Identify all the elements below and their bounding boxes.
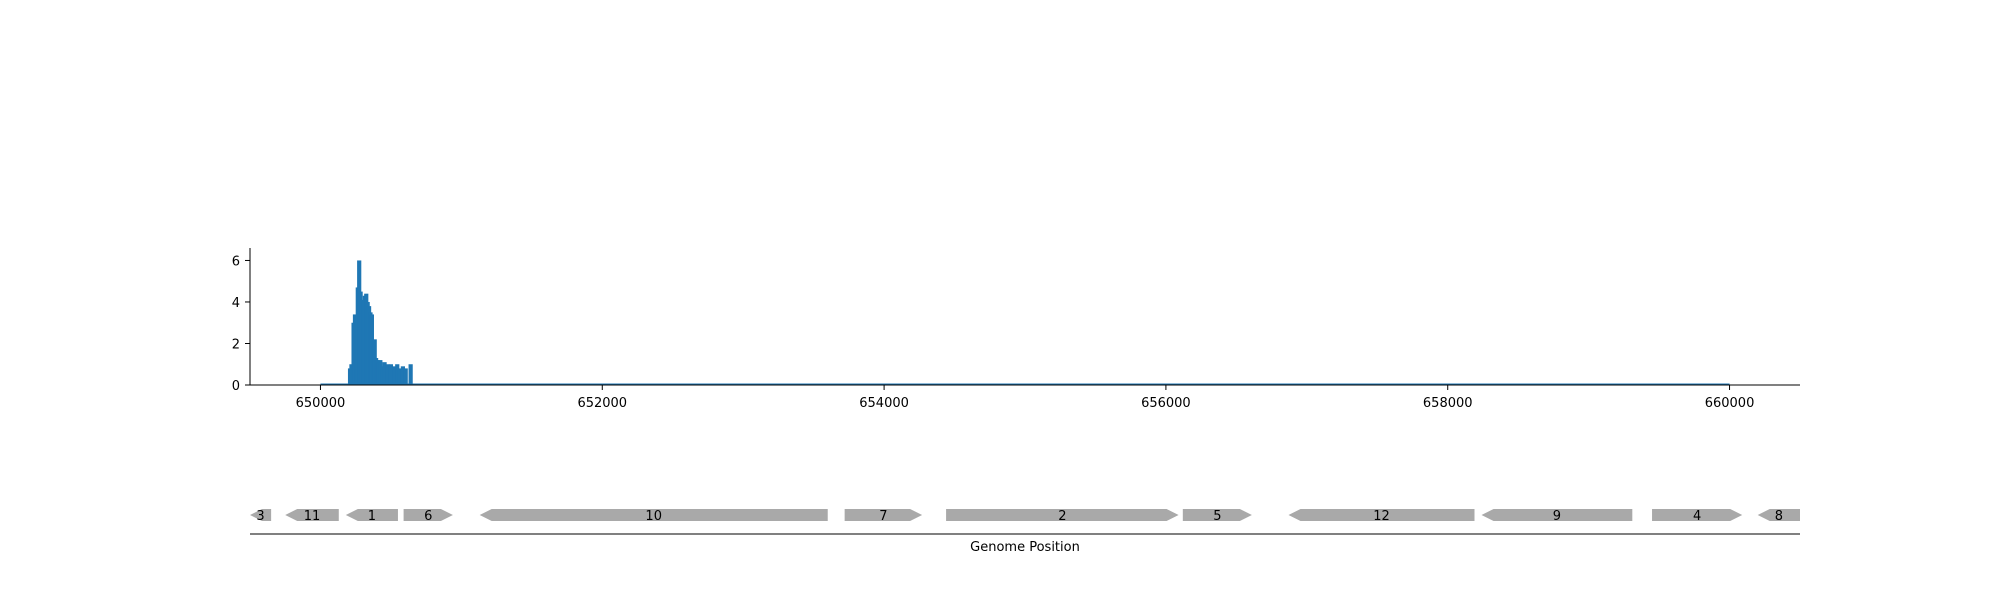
coverage-bar xyxy=(403,368,408,385)
gene-arrow xyxy=(1481,509,1633,521)
gene-arrow xyxy=(1182,509,1252,521)
coverage-bar xyxy=(385,364,390,385)
gene-label: 9 xyxy=(1553,509,1561,524)
gene-label: 2 xyxy=(1058,509,1066,524)
gene-label: 5 xyxy=(1213,509,1221,524)
x-tick-label: 656000 xyxy=(1141,396,1191,411)
y-tick-label: 4 xyxy=(232,296,240,311)
coverage-bar xyxy=(380,366,385,385)
gene-arrow xyxy=(479,509,828,521)
gene-label: 7 xyxy=(879,509,887,524)
gene-track-xlabel: Genome Position xyxy=(970,540,1080,555)
coverage-plot: 0 2 4 6 650000 652000 654000 656000 658000 660000 xyxy=(232,248,1800,411)
x-tick-label: 650000 xyxy=(296,396,346,411)
x-tick-label: 654000 xyxy=(859,396,909,411)
gene-arrow xyxy=(403,509,453,521)
gene-label: 11 xyxy=(304,509,321,524)
coverage-bar xyxy=(378,360,383,385)
x-tick-label: 658000 xyxy=(1423,396,1473,411)
coverage-bar xyxy=(382,362,387,385)
x-tick-label: 652000 xyxy=(577,396,627,411)
coverage-bar xyxy=(400,366,405,385)
coverage-bar xyxy=(397,368,403,385)
gene-arrow xyxy=(844,509,923,521)
gene-label: 3 xyxy=(256,509,264,524)
gene-arrow xyxy=(250,509,272,521)
gene-arrow xyxy=(345,509,398,521)
y-tick-label: 6 xyxy=(232,254,240,269)
gene-arrow xyxy=(1757,509,1800,521)
gene-label: 8 xyxy=(1775,509,1783,524)
coverage-bar xyxy=(395,364,400,385)
gene-label: 1 xyxy=(368,509,376,524)
x-tick-label: 660000 xyxy=(1705,396,1755,411)
coverage-bar xyxy=(349,364,354,385)
coverage-bar xyxy=(408,364,413,385)
coverage-bar xyxy=(392,366,397,385)
gene-arrow xyxy=(1288,509,1475,521)
gene-arrow xyxy=(285,509,339,521)
gene-label: 6 xyxy=(424,509,432,524)
gene-label: 12 xyxy=(1373,509,1390,524)
gene-label: 4 xyxy=(1693,509,1701,524)
gene-label: 10 xyxy=(645,509,662,524)
y-tick-label: 0 xyxy=(232,379,240,394)
y-tick-label: 2 xyxy=(232,337,240,352)
gene-arrow xyxy=(946,509,1179,521)
coverage-bar xyxy=(388,364,394,385)
gene-arrow xyxy=(1652,509,1743,521)
